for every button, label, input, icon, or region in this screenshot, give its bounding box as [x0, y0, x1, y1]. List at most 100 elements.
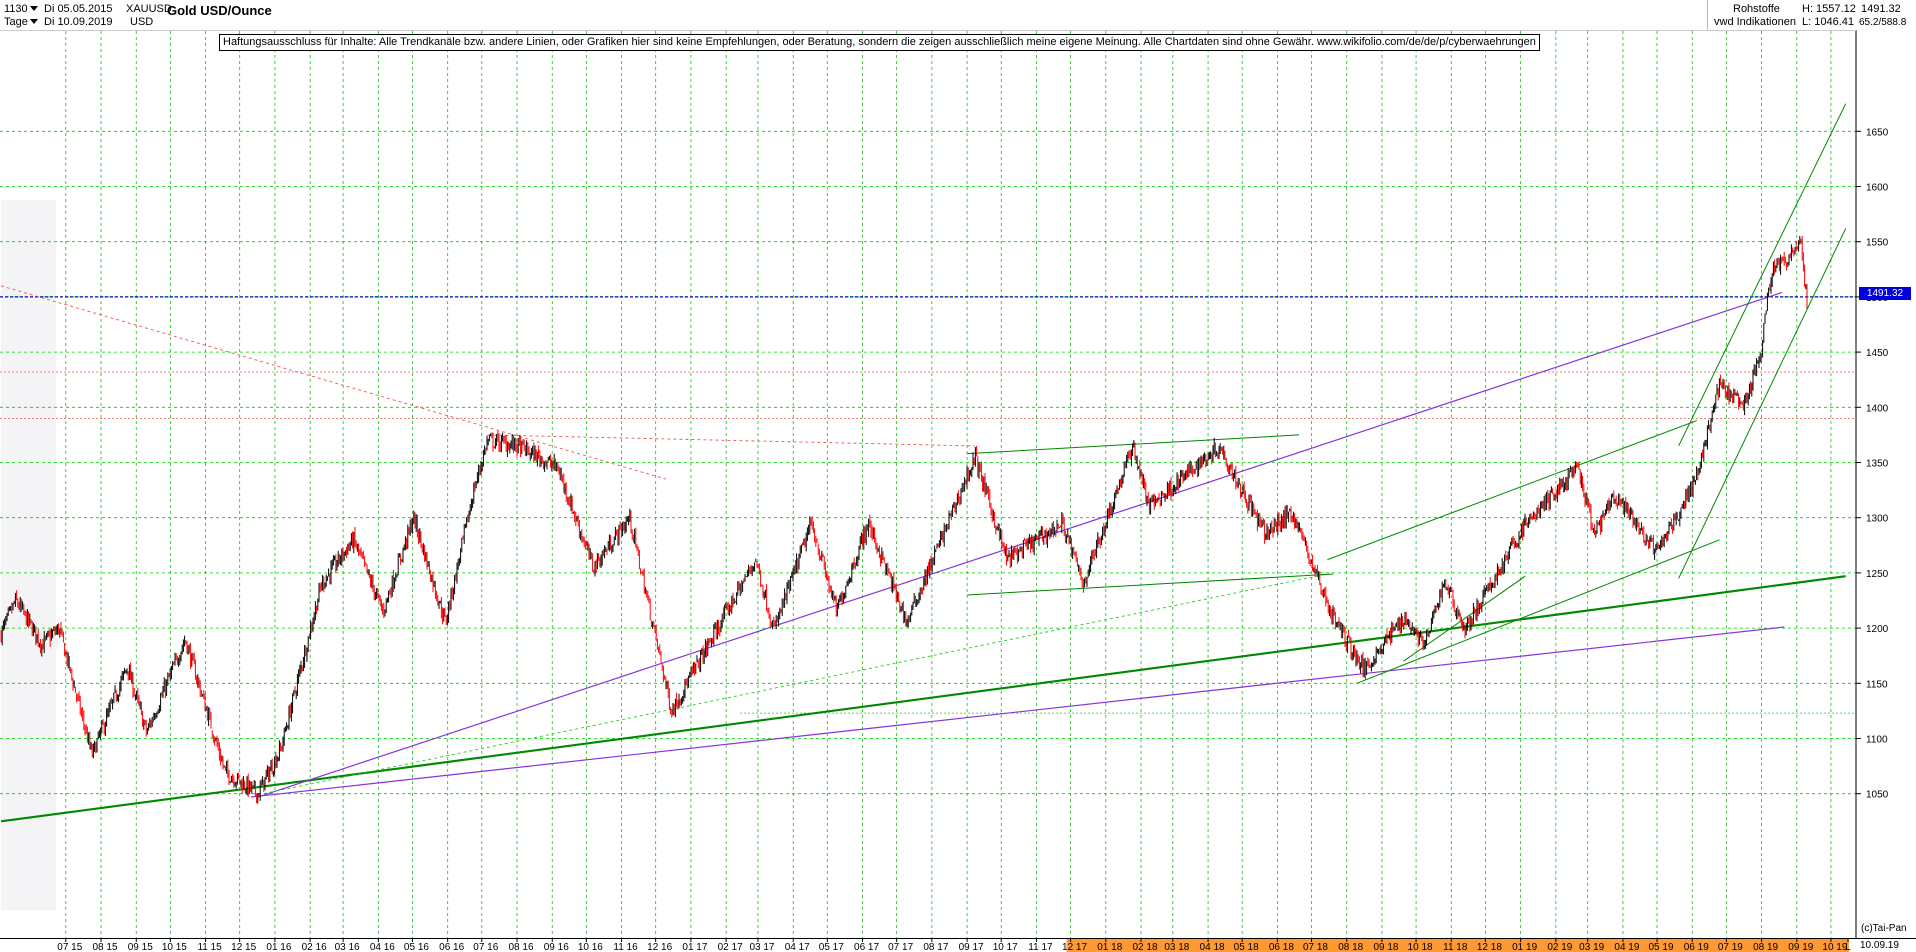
x-axis-highlight — [1066, 939, 1849, 952]
x-tick-label: 09 17 — [959, 942, 984, 952]
last-price-marker: 1491.32 — [1859, 287, 1911, 300]
last-price-header: 1491.32 — [1861, 3, 1901, 15]
x-tick-label: 11 16 — [613, 942, 638, 952]
y-tick-label: 1350 — [1866, 459, 1889, 470]
x-tick-label: 10 19 — [1822, 942, 1847, 952]
x-tick-label: 08 16 — [509, 942, 534, 952]
x-tick-label: 02 17 — [718, 942, 743, 952]
x-tick-label: 12 16 — [647, 942, 672, 952]
y-tick-label: 1600 — [1866, 183, 1889, 194]
date-from: Di 05.05.2015 — [44, 3, 113, 15]
x-tick-label: 09 18 — [1373, 942, 1398, 952]
x-tick-label: 05 16 — [404, 942, 429, 952]
y-tick-label: 1450 — [1866, 348, 1889, 359]
x-tick-label: 06 16 — [439, 942, 464, 952]
code-selector[interactable]: 1130 — [4, 3, 41, 16]
y-tick-label: 1200 — [1866, 624, 1889, 635]
low-value: L: 1046.41 — [1802, 16, 1854, 28]
dashed-levels — [0, 296, 1856, 714]
y-tick-label: 1150 — [1866, 679, 1888, 690]
x-tick-label: 09 16 — [544, 942, 569, 952]
category-label: Rohstoffe — [1733, 3, 1780, 15]
trendline — [1327, 420, 1697, 561]
x-tick-label: 12 18 — [1477, 942, 1502, 952]
x-tick-label: 07 16 — [473, 942, 498, 952]
period-selector[interactable]: Tage — [4, 16, 41, 29]
trendline — [967, 573, 1334, 596]
vertical-gridlines — [65, 31, 1832, 938]
range-value: 65.2/588.8 — [1859, 17, 1907, 28]
x-tick-label: 04 16 — [370, 942, 395, 952]
trendline — [1678, 103, 1847, 447]
x-tick-label: 06 19 — [1684, 942, 1709, 952]
x-tick-label: L — [1845, 942, 1851, 952]
x-tick-label: 05 19 — [1649, 942, 1674, 952]
x-tick-label: 08 18 — [1338, 942, 1363, 952]
x-tick-label: 07 15 — [57, 942, 82, 952]
x-tick-label: 01 17 — [682, 942, 707, 952]
y-tick-label: 1300 — [1866, 514, 1889, 525]
x-tick-label: 11 17 — [1028, 942, 1053, 952]
x-tick-label: 09 15 — [128, 942, 153, 952]
x-tick-label: 11 18 — [1443, 942, 1468, 952]
y-tick-label: 1050 — [1866, 790, 1889, 801]
x-tick-label: 01 18 — [1097, 942, 1122, 952]
x-tick-label: 07 19 — [1718, 942, 1743, 952]
x-tick-label: 08 15 — [93, 942, 118, 952]
x-tick-label: 10 17 — [993, 942, 1018, 952]
x-tick-label: 11 15 — [197, 942, 222, 952]
x-tick-label: 10 18 — [1408, 942, 1433, 952]
trendline — [257, 291, 1783, 798]
chart-header: 1130 Di 05.05.2015 Tage Di 10.09.2019 XA… — [0, 0, 1916, 30]
chevron-down-icon — [29, 19, 38, 24]
x-tick-label: 10 15 — [162, 942, 187, 952]
period-value: Tage — [4, 16, 28, 28]
credit-label: (c)Tai-Pan — [1861, 923, 1907, 934]
trendline — [250, 626, 1785, 798]
x-tick-label: 06 17 — [854, 942, 879, 952]
chevron-down-icon — [29, 6, 38, 11]
trendlines — [0, 103, 1847, 823]
currency: USD — [130, 16, 154, 28]
symbol: XAUUSD — [126, 3, 172, 15]
trendline — [0, 285, 667, 480]
y-axis: 1050110011501200125013001350140014501500… — [1856, 127, 1889, 801]
candlesticks — [0, 235, 1808, 804]
x-tick-label: 03 16 — [335, 942, 360, 952]
x-tick-label: 10 16 — [578, 942, 603, 952]
x-tick-label: 04 18 — [1200, 942, 1225, 952]
trendline — [257, 573, 1328, 796]
x-tick-label: 02 16 — [302, 942, 327, 952]
y-tick-label: 1650 — [1866, 127, 1889, 138]
y-tick-label: 1400 — [1866, 403, 1889, 414]
y-tick-label: 1550 — [1866, 238, 1889, 249]
x-tick-label: 02 18 — [1132, 942, 1157, 952]
x-tick-label: 12 15 — [231, 942, 256, 952]
y-tick-label: 1250 — [1866, 569, 1889, 580]
x-tick-label: 07 18 — [1303, 942, 1328, 952]
end-date-label: 10.09.19 — [1860, 940, 1899, 951]
x-tick-label: 04 19 — [1614, 942, 1639, 952]
header-divider — [1707, 0, 1708, 30]
plot-background — [0, 30, 1856, 938]
x-tick-label: 02 19 — [1547, 942, 1572, 952]
x-axis: 07 15 08 15 09 15 10 15 11 15 12 15 01 16 02 16… — [57, 938, 1851, 952]
x-tick-label: 03 19 — [1579, 942, 1604, 952]
trendline — [1678, 228, 1847, 579]
x-tick-label: 05 17 — [819, 942, 844, 952]
x-tick-label: 08 17 — [923, 942, 948, 952]
x-tick-label: 05 18 — [1234, 942, 1259, 952]
chart-title: Gold USD/Ounce — [167, 3, 272, 18]
x-tick-label: 12 17 — [1062, 942, 1087, 952]
x-tick-label: 01 19 — [1512, 942, 1537, 952]
source-label: vwd Indikationen — [1714, 16, 1796, 28]
x-tick-label: 03 17 — [749, 942, 774, 952]
x-tick-label: 09 19 — [1788, 942, 1813, 952]
code-value: 1130 — [4, 3, 28, 15]
x-tick-label: 08 19 — [1753, 942, 1778, 952]
x-tick-label: 01 16 — [266, 942, 291, 952]
y-tick-label: 1100 — [1866, 735, 1888, 746]
x-tick-label: 04 17 — [785, 942, 810, 952]
